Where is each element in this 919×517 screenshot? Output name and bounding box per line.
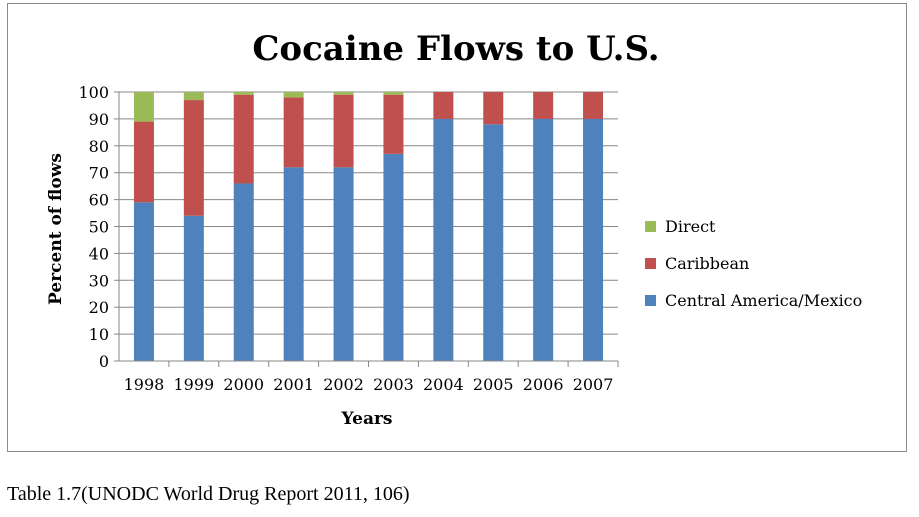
x-tick-label-2006: 2006 <box>523 375 564 394</box>
bar-2001-series-2 <box>283 92 304 98</box>
bar-1998-series-1 <box>133 121 154 203</box>
bars <box>133 92 604 362</box>
bar-2001-series-0 <box>283 167 304 361</box>
x-tick-labels: 1998 1999 2000 2001 2002 2003 2004 2005 2006 2007 <box>124 375 614 394</box>
x-tick-label-2001: 2001 <box>273 375 314 394</box>
bar-2002-series-1 <box>333 94 354 168</box>
y-tick-label-100: 100 <box>78 83 109 102</box>
y-tick-label-70: 70 <box>89 164 109 183</box>
bar-1999-series-2 <box>183 92 204 101</box>
bar-2003-series-2 <box>383 92 404 95</box>
bar-2007-series-0 <box>583 118 604 362</box>
x-tick-label-2002: 2002 <box>323 375 364 394</box>
bar-2003-series-0 <box>383 153 404 361</box>
y-tick-label-80: 80 <box>89 137 109 156</box>
y-tick-label-60: 60 <box>89 191 109 210</box>
bar-1999-series-1 <box>183 100 204 216</box>
bar-2002-series-0 <box>333 167 354 361</box>
legend-label-1: Caribbean <box>665 254 749 273</box>
bar-1998-series-2 <box>133 92 154 122</box>
x-axis-label: Years <box>340 409 392 429</box>
bar-2005-series-1 <box>483 92 504 125</box>
bar-2006-series-0 <box>533 118 554 362</box>
y-tick-label-30: 30 <box>89 271 109 290</box>
x-tick-label-2003: 2003 <box>373 375 414 394</box>
x-tick-label-1998: 1998 <box>124 375 165 394</box>
x-tick-label-2004: 2004 <box>423 375 464 394</box>
y-tick-label-90: 90 <box>89 110 109 129</box>
legend-swatch-0 <box>645 221 656 232</box>
bar-2000-series-0 <box>233 183 254 361</box>
figure-caption: Table 1.7(UNODC World Drug Report 2011, … <box>7 483 410 505</box>
axes <box>118 92 619 367</box>
stacked-bar-chart: Cocaine Flows to U.S. Percent of flows Y… <box>46 29 862 429</box>
x-tick-label-2000: 2000 <box>223 375 264 394</box>
bar-1998-series-0 <box>133 202 154 361</box>
legend: Direct Caribbean Central America/Mexico <box>645 217 862 310</box>
y-tick-label-50: 50 <box>89 218 109 237</box>
y-axis-label: Percent of flows <box>46 153 66 305</box>
legend-label-2: Central America/Mexico <box>665 291 862 310</box>
x-tick-label-2007: 2007 <box>573 375 614 394</box>
bar-1999-series-0 <box>183 215 204 361</box>
x-tick-label-2005: 2005 <box>473 375 514 394</box>
bar-2002-series-2 <box>333 92 354 95</box>
bar-2000-series-2 <box>233 92 254 95</box>
y-tick-label-20: 20 <box>89 298 109 317</box>
bar-2007-series-1 <box>583 92 604 119</box>
y-tick-label-0: 0 <box>99 352 109 371</box>
bar-2005-series-0 <box>483 124 504 361</box>
chart-title: Cocaine Flows to U.S. <box>252 29 659 69</box>
legend-label-0: Direct <box>665 217 716 236</box>
bar-2004-series-1 <box>433 92 454 119</box>
bar-2000-series-1 <box>233 94 254 184</box>
x-tick-label-1999: 1999 <box>173 375 214 394</box>
chart-frame: Cocaine Flows to U.S. Percent of flows Y… <box>7 3 907 452</box>
legend-swatch-2 <box>645 295 656 306</box>
bar-2001-series-1 <box>283 97 304 168</box>
y-tick-label-10: 10 <box>89 325 109 344</box>
bar-2003-series-1 <box>383 94 404 154</box>
bar-2004-series-0 <box>433 118 454 362</box>
legend-swatch-1 <box>645 258 656 269</box>
y-tick-label-40: 40 <box>89 244 109 263</box>
bar-2006-series-1 <box>533 92 554 119</box>
y-tick-labels: 0 10 20 30 40 50 60 70 80 90 100 <box>78 83 109 371</box>
